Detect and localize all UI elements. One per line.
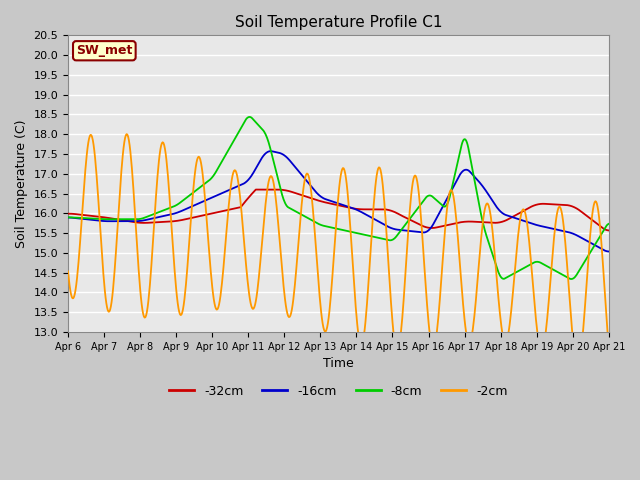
Legend: -32cm, -16cm, -8cm, -2cm: -32cm, -16cm, -8cm, -2cm [164, 380, 513, 403]
Y-axis label: Soil Temperature (C): Soil Temperature (C) [15, 120, 28, 248]
Title: Soil Temperature Profile C1: Soil Temperature Profile C1 [235, 15, 442, 30]
Text: SW_met: SW_met [76, 44, 132, 57]
X-axis label: Time: Time [323, 357, 354, 370]
